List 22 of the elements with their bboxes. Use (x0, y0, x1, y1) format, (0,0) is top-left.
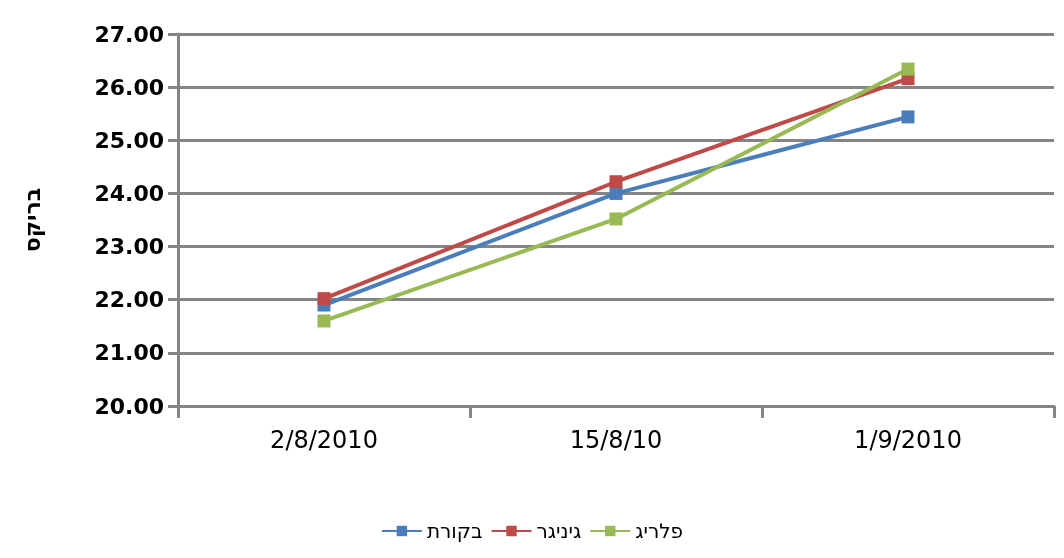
y-tick-label: 23.00 (94, 234, 164, 260)
point (317, 314, 331, 328)
point (609, 212, 623, 226)
y-tick-label: 27.00 (94, 21, 164, 47)
x-tick-label: 1/9/2010 (854, 426, 962, 454)
y-tick-label: 25.00 (94, 127, 164, 153)
point (901, 62, 915, 76)
y-tick-label: 24.00 (94, 180, 164, 206)
y-tick-label: 26.00 (94, 74, 164, 100)
legend-label: פלריג (635, 519, 684, 543)
legend-label: בקורת (426, 519, 483, 543)
point (609, 186, 623, 200)
legend-label: גיניגר (536, 519, 582, 543)
x-tick-label: 15/8/10 (569, 426, 663, 454)
point (609, 175, 623, 189)
point (317, 292, 331, 306)
y-tick-label: 21.00 (94, 340, 164, 366)
y-tick-label: 22.00 (94, 287, 164, 313)
y-axis-title: בריקס (19, 187, 45, 253)
x-tick-label: 2/8/2010 (270, 426, 378, 454)
y-tick-label: 20.00 (94, 393, 164, 419)
point (901, 110, 915, 124)
